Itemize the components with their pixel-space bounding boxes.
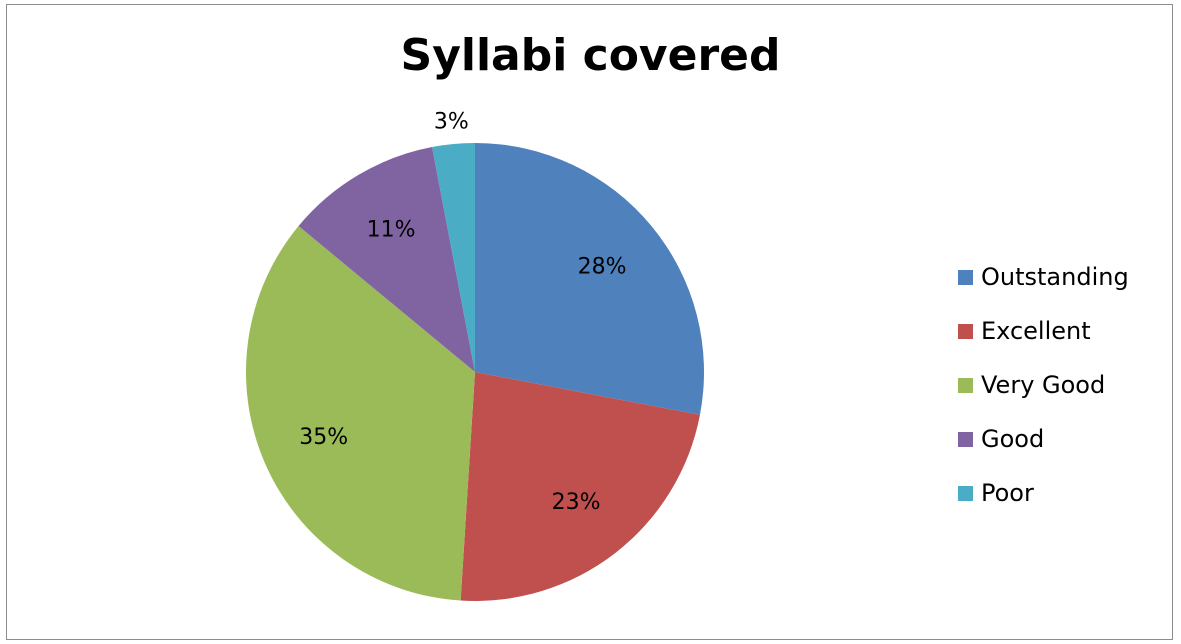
legend-swatch [958, 485, 973, 501]
pie-slice-outstanding [475, 143, 704, 415]
legend-item-good: Good [958, 412, 1129, 466]
legend-label: Excellent [981, 317, 1091, 345]
pie-data-labels: 28% 23% 35% 11% 3% [299, 110, 626, 515]
chart-title: Syllabi covered [400, 30, 781, 81]
legend-swatch [958, 431, 973, 447]
legend-swatch [958, 323, 973, 339]
legend-label: Poor [981, 479, 1034, 507]
legend: Outstanding Excellent Very Good Good Poo… [958, 250, 1129, 520]
pie-slice-good [298, 147, 475, 372]
pie-slices [246, 143, 704, 601]
legend-label: Outstanding [981, 263, 1129, 291]
legend-item-excellent: Excellent [958, 304, 1129, 358]
legend-item-very-good: Very Good [958, 358, 1129, 412]
legend-swatch [958, 377, 973, 393]
data-label-excellent: 23% [552, 490, 601, 515]
pie-slice-excellent [460, 372, 700, 601]
legend-label: Good [981, 425, 1045, 453]
legend-item-poor: Poor [958, 466, 1129, 520]
pie-slice-poor [432, 143, 475, 372]
data-label-very-good: 35% [299, 425, 348, 450]
legend-swatch [958, 269, 973, 285]
legend-label: Very Good [981, 371, 1106, 399]
data-label-good: 11% [367, 218, 416, 243]
pie-slice-very-good [246, 226, 475, 601]
data-label-outstanding: 28% [578, 254, 627, 279]
legend-item-outstanding: Outstanding [958, 250, 1129, 304]
data-label-poor: 3% [434, 110, 469, 135]
